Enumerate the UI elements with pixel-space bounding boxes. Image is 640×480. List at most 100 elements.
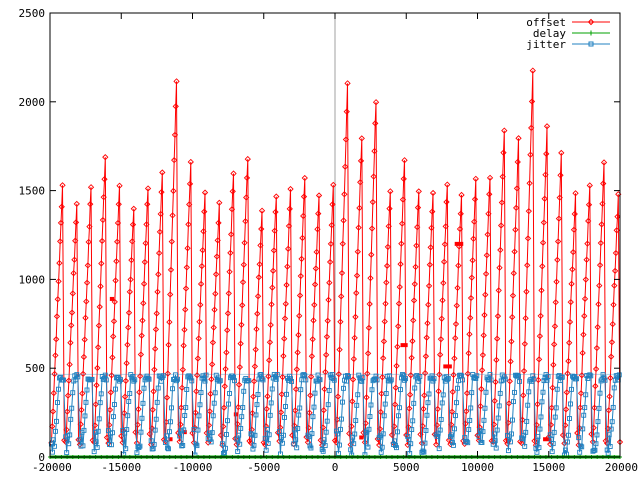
- offset-point: [492, 378, 499, 386]
- jitter-point: [210, 413, 216, 419]
- offset-point: [323, 333, 331, 340]
- jitter-point: [468, 405, 474, 411]
- jitter-point: [95, 428, 101, 434]
- jitter-point: [595, 419, 601, 425]
- jitter-point: [414, 372, 420, 378]
- offset-point: [612, 249, 620, 257]
- offset-point: [339, 240, 346, 247]
- offset-point: [121, 393, 129, 400]
- jitter-point: [55, 400, 60, 405]
- offset-point: [255, 274, 263, 281]
- offset-point: [570, 226, 578, 233]
- offset-point: [346, 430, 353, 437]
- jitter-point: [352, 431, 358, 437]
- jitter-point: [588, 373, 594, 379]
- offset-point: [201, 208, 208, 215]
- jitter-point: [345, 373, 350, 378]
- jitter-point: [282, 414, 287, 420]
- offset-point: [591, 404, 598, 411]
- offset-point: [553, 278, 560, 285]
- offset-point: [571, 210, 578, 218]
- offset-point: [222, 365, 229, 373]
- jitter-point: [110, 430, 115, 436]
- offset-point: [268, 301, 275, 308]
- jitter-point: [293, 437, 299, 443]
- offset-point: [581, 295, 589, 303]
- jitter-point: [259, 376, 265, 381]
- jitter-point: [67, 432, 73, 438]
- offset-point: [368, 251, 375, 258]
- offset-point: [428, 224, 435, 231]
- offset-point: [467, 294, 475, 302]
- jitter-point: [298, 387, 304, 393]
- jitter-point: [94, 444, 100, 450]
- offset-point: [392, 384, 399, 391]
- jitter-series-line: [50, 372, 620, 456]
- offset-point: [486, 191, 493, 198]
- jitter-point: [139, 415, 145, 421]
- offset-point: [417, 431, 424, 438]
- offset-point: [388, 431, 396, 439]
- y-tick-label: 2000: [19, 96, 46, 109]
- offset-point: [495, 287, 502, 294]
- jitter-point: [368, 402, 374, 408]
- offset-point: [368, 225, 376, 232]
- offset-point: [144, 201, 151, 208]
- offset-point: [522, 315, 529, 322]
- offset-point: [130, 205, 137, 212]
- offset-point: [337, 318, 344, 325]
- jitter-point: [396, 413, 401, 419]
- offset-point: [64, 392, 72, 399]
- jitter-point: [194, 443, 200, 449]
- offset-point: [506, 378, 513, 385]
- offset-point: [383, 262, 391, 270]
- offset-point: [310, 317, 317, 324]
- offset-point: [610, 301, 617, 308]
- jitter-point: [309, 431, 315, 437]
- jitter-point: [154, 399, 160, 405]
- jitter-point: [485, 377, 491, 382]
- offset-point: [328, 221, 335, 229]
- offset-series-line: [50, 70, 621, 447]
- offset-point: [371, 147, 378, 155]
- jitter-point: [180, 443, 186, 448]
- jitter-point: [520, 436, 526, 442]
- offset-point: [80, 353, 88, 361]
- jitter-point: [592, 447, 598, 453]
- offset-point: [353, 272, 361, 279]
- axes-layer: 0 500 1000 1500 2000 2500 -20000 -15000 -10000 -5…: [19, 7, 639, 474]
- offset-point: [68, 309, 76, 316]
- jitter-point: [612, 377, 618, 383]
- offset-point: [292, 386, 300, 393]
- jitter-point: [132, 377, 138, 383]
- jitter-point: [367, 414, 373, 419]
- offset-point: [169, 212, 176, 219]
- offset-point: [543, 150, 550, 157]
- offset-point: [271, 227, 278, 234]
- offset-point: [437, 336, 445, 343]
- offset-point: [102, 154, 109, 161]
- jitter-point: [239, 414, 245, 420]
- jitter-point: [455, 385, 460, 391]
- offset-point: [452, 334, 459, 342]
- offset-point: [542, 171, 549, 178]
- jitter-point: [340, 399, 345, 405]
- jitter-point: [64, 450, 70, 456]
- offset-point: [87, 201, 94, 208]
- jitter-point: [334, 431, 340, 437]
- jitter-point: [600, 372, 606, 378]
- offset-point: [151, 366, 158, 373]
- offset-point: [114, 219, 122, 227]
- jitter-point: [125, 413, 131, 419]
- offset-point: [152, 345, 159, 352]
- offset-point: [406, 405, 413, 412]
- jitter-point: [169, 405, 174, 411]
- jitter-point: [164, 445, 170, 451]
- offset-point: [370, 173, 377, 180]
- offset-point: [114, 238, 121, 245]
- offset-point: [469, 257, 476, 264]
- offset-point: [295, 331, 302, 339]
- offset-point: [334, 393, 342, 400]
- offset-point: [243, 174, 251, 182]
